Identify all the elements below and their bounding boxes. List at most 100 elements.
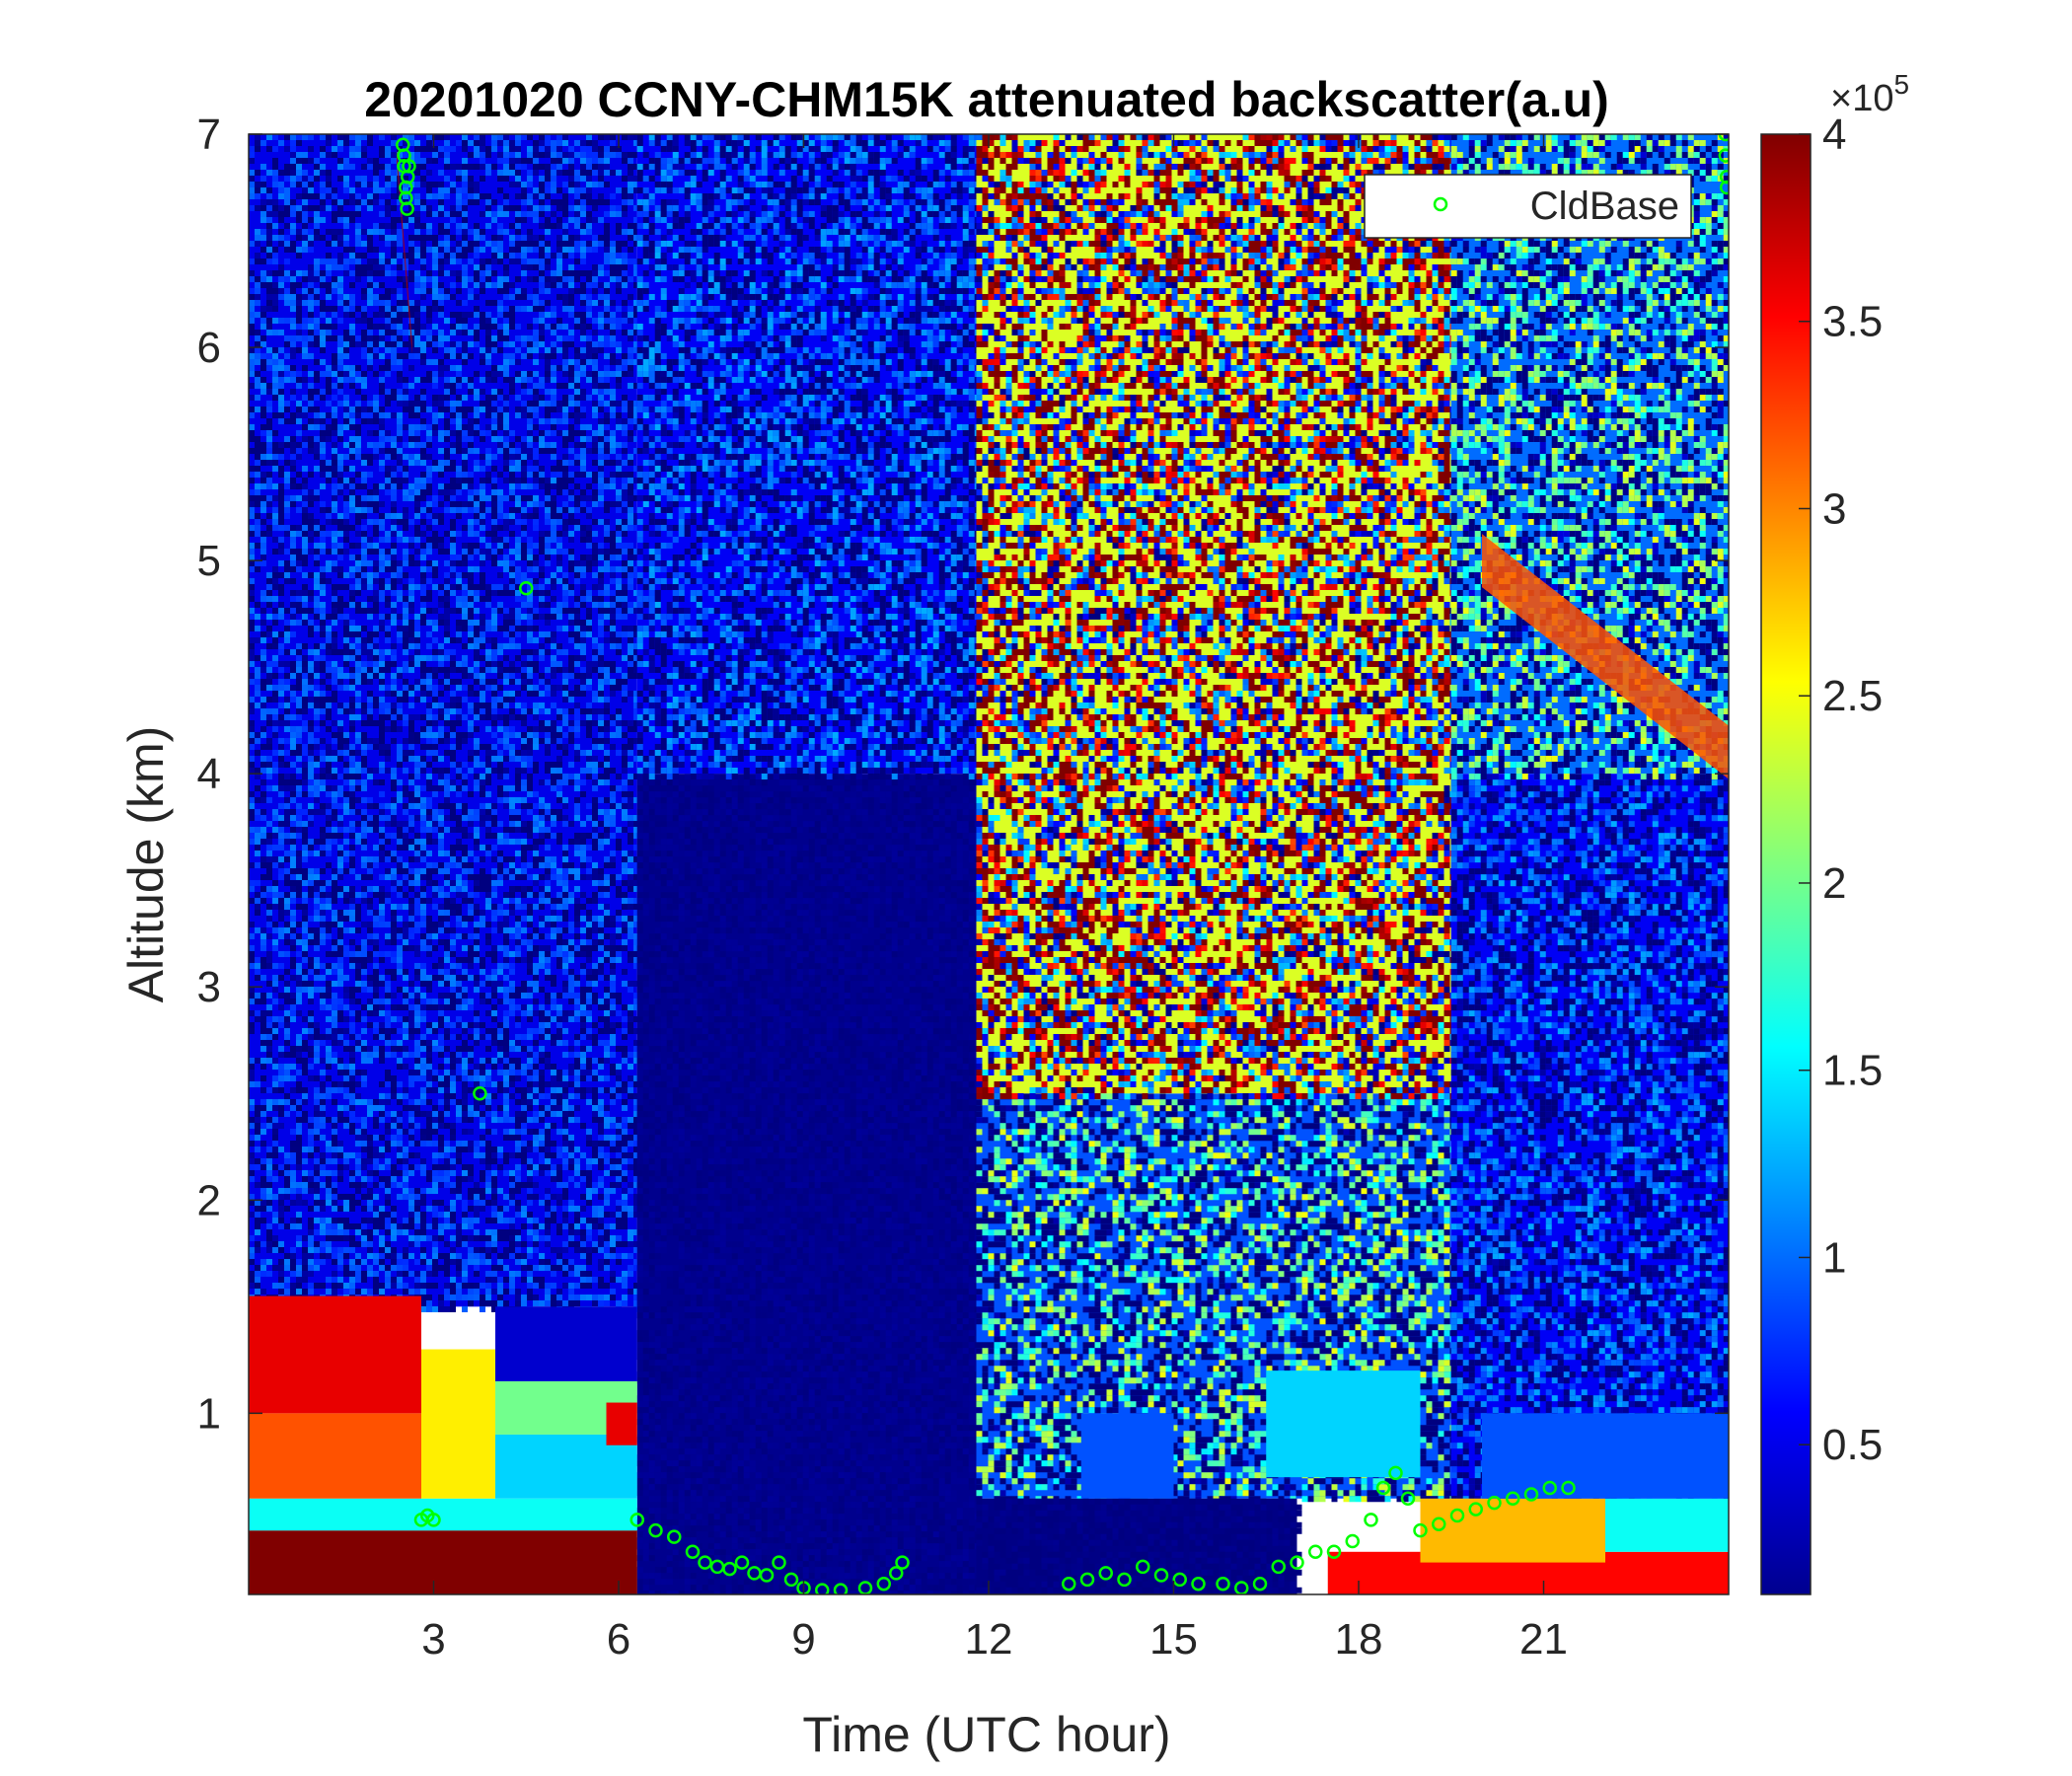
heatmap-cell xyxy=(337,472,343,478)
heatmap-cell xyxy=(556,140,562,146)
heatmap-cell xyxy=(527,685,533,691)
heatmap-cell xyxy=(320,448,326,454)
heatmap-cell xyxy=(408,247,414,253)
heatmap-cell xyxy=(302,407,308,412)
heatmap-cell xyxy=(385,513,391,519)
heatmap-cell xyxy=(385,294,391,300)
heatmap-cell xyxy=(521,412,527,418)
heatmap-cell xyxy=(485,407,491,412)
heatmap-cell xyxy=(628,229,633,235)
heatmap-cell xyxy=(349,566,355,572)
heatmap-cell xyxy=(480,667,485,673)
heatmap-cell xyxy=(592,785,598,791)
heatmap-cell xyxy=(379,483,385,489)
heatmap-cell xyxy=(326,412,332,418)
heatmap-cell xyxy=(610,714,616,720)
heatmap-cell xyxy=(604,584,610,590)
heatmap-cell xyxy=(616,418,622,424)
heatmap-cell xyxy=(260,424,266,430)
heatmap-cell xyxy=(628,649,633,655)
heatmap-cell xyxy=(586,525,592,531)
heatmap-cell xyxy=(326,187,332,193)
heatmap-cell xyxy=(349,211,355,217)
heatmap-cell xyxy=(568,774,574,779)
heatmap-cell xyxy=(539,264,545,270)
heatmap-cell xyxy=(367,182,373,187)
heatmap-cell xyxy=(302,182,308,187)
heatmap-cell xyxy=(539,566,545,572)
heatmap-cell xyxy=(420,353,426,359)
heatmap-cell xyxy=(391,531,397,537)
heatmap-cell xyxy=(391,578,397,584)
heatmap-cell xyxy=(580,300,586,306)
heatmap-cell xyxy=(592,543,598,549)
heatmap-cell xyxy=(533,205,539,211)
heatmap-cell xyxy=(604,537,610,543)
heatmap-cell xyxy=(432,626,438,631)
heatmap-cell xyxy=(337,383,343,389)
heatmap-cell xyxy=(343,501,349,507)
heatmap-cell xyxy=(539,649,545,655)
heatmap-cell xyxy=(302,223,308,229)
heatmap-cell xyxy=(462,655,468,661)
heatmap-cell xyxy=(296,643,302,649)
heatmap-cell xyxy=(598,270,604,276)
heatmap-cell xyxy=(598,608,604,614)
heatmap-cell xyxy=(266,306,272,312)
heatmap-cell xyxy=(556,235,562,241)
heatmap-cell xyxy=(503,620,509,626)
heatmap-cell xyxy=(616,708,622,714)
heatmap-cell xyxy=(438,395,444,401)
heatmap-cell xyxy=(266,247,272,253)
heatmap-cell xyxy=(622,282,628,288)
heatmap-cell xyxy=(408,620,414,626)
heatmap-cell xyxy=(426,685,432,691)
heatmap-cell xyxy=(420,507,426,513)
heatmap-cell xyxy=(562,412,568,418)
heatmap-cell xyxy=(474,134,480,140)
heatmap-cell xyxy=(379,407,385,412)
heatmap-cell xyxy=(551,596,556,602)
heatmap-cell xyxy=(604,294,610,300)
heatmap-cell xyxy=(622,229,628,235)
heatmap-cell xyxy=(391,478,397,483)
heatmap-cell xyxy=(397,578,403,584)
heatmap-cell xyxy=(539,572,545,578)
heatmap-cell xyxy=(616,229,622,235)
heatmap-cell xyxy=(426,436,432,442)
heatmap-cell xyxy=(403,330,408,335)
heatmap-cell xyxy=(426,341,432,347)
heatmap-cell xyxy=(397,797,403,803)
heatmap-cell xyxy=(379,779,385,785)
heatmap-cell xyxy=(527,791,533,797)
heatmap-cell xyxy=(592,489,598,495)
heatmap-cell xyxy=(480,560,485,566)
heatmap-cell xyxy=(604,146,610,152)
heatmap-cell xyxy=(296,270,302,276)
heatmap-cell xyxy=(533,259,539,264)
heatmap-cell xyxy=(586,708,592,714)
heatmap-cell xyxy=(491,555,497,560)
heatmap-cell xyxy=(462,187,468,193)
heatmap-cell xyxy=(521,294,527,300)
heatmap-cell xyxy=(320,785,326,791)
heatmap-cell xyxy=(462,211,468,217)
heatmap-cell xyxy=(414,377,420,383)
heatmap-cell xyxy=(260,620,266,626)
heatmap-cell xyxy=(598,732,604,738)
heatmap-cell xyxy=(249,158,255,164)
heatmap-cell xyxy=(468,590,474,596)
heatmap-cell xyxy=(408,590,414,596)
heatmap-cell xyxy=(426,359,432,365)
heatmap-cell xyxy=(527,259,533,264)
heatmap-cell xyxy=(556,809,562,815)
heatmap-cell xyxy=(284,318,290,324)
heatmap-cell xyxy=(521,649,527,655)
heatmap-cell xyxy=(628,436,633,442)
heatmap-cell xyxy=(391,330,397,335)
heatmap-cell xyxy=(509,448,515,454)
heatmap-cell xyxy=(426,667,432,673)
heatmap-cell xyxy=(610,744,616,750)
heatmap-cell xyxy=(444,401,450,407)
heatmap-cell xyxy=(551,637,556,643)
